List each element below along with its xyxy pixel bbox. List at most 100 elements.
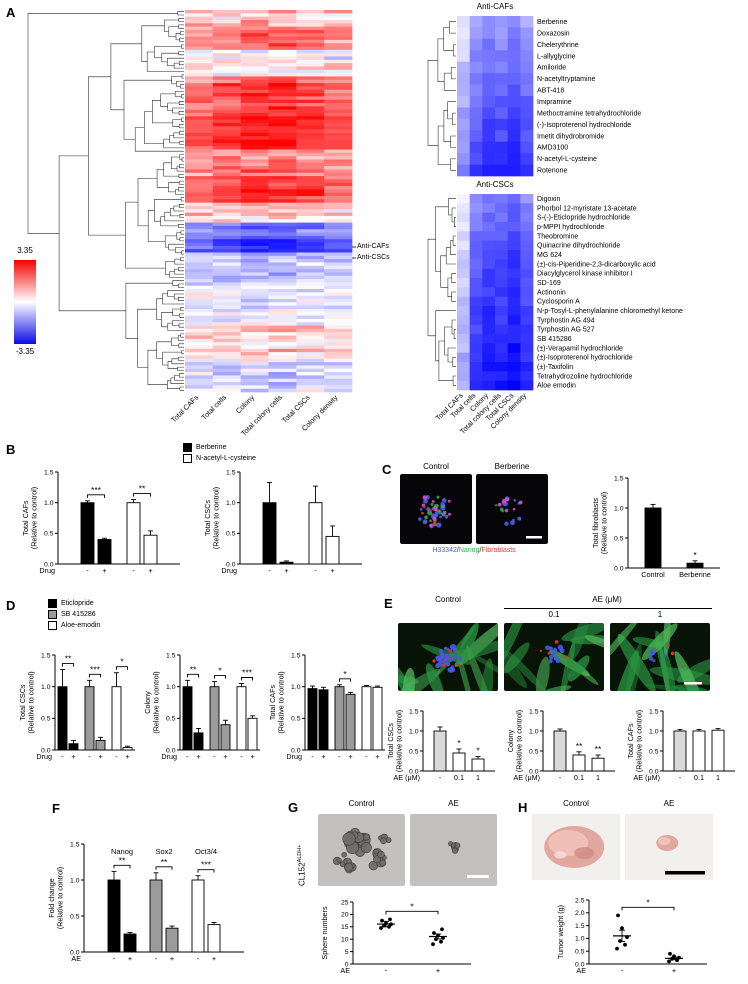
svg-text:+: + bbox=[321, 752, 325, 761]
scale-bar bbox=[467, 875, 489, 878]
caption-nanog: Nanog bbox=[458, 547, 480, 554]
anti-cafs-dendrogram bbox=[427, 21, 456, 171]
svg-text:0.0: 0.0 bbox=[291, 747, 301, 754]
svg-text:N-acetyltryptamine: N-acetyltryptamine bbox=[537, 76, 595, 83]
svg-text:Drug: Drug bbox=[39, 566, 55, 575]
svg-text:+: + bbox=[196, 752, 200, 761]
chart-e3: 0.0 0.5 1.0 1.5 Total CAFs (Relative to contr… bbox=[626, 708, 735, 782]
svg-text:(Relative to control): (Relative to control) bbox=[30, 487, 39, 549]
svg-text:-: - bbox=[559, 773, 562, 782]
svg-text:Berberine: Berberine bbox=[679, 570, 711, 579]
svg-text:MG 624: MG 624 bbox=[537, 252, 562, 259]
svg-text:1: 1 bbox=[596, 773, 600, 782]
svg-text:-: - bbox=[311, 752, 314, 761]
svg-text:SD-169: SD-169 bbox=[537, 280, 561, 287]
svg-text:Imipramine: Imipramine bbox=[537, 99, 572, 106]
e-header-control: Control bbox=[435, 595, 461, 604]
svg-text:0.5: 0.5 bbox=[409, 748, 419, 755]
svg-text:+: + bbox=[125, 752, 129, 761]
svg-text:*: * bbox=[410, 901, 414, 911]
svg-text:Total CAFs: Total CAFs bbox=[169, 393, 201, 425]
svg-text:+: + bbox=[223, 752, 227, 761]
svg-text:1.5: 1.5 bbox=[41, 652, 51, 659]
svg-text:1.5: 1.5 bbox=[291, 652, 301, 659]
svg-text:20: 20 bbox=[341, 912, 349, 919]
anti-cscs-title: Anti-CSCs bbox=[476, 180, 514, 189]
g-row-label: CL152ALDH+ bbox=[297, 845, 307, 886]
legend-item: Aloe-emodin bbox=[48, 621, 100, 630]
svg-text:1: 1 bbox=[476, 773, 480, 782]
svg-text:**: ** bbox=[139, 484, 146, 494]
legend-label-berberine: Berberine bbox=[196, 444, 227, 451]
legend-swatch-eticlopride bbox=[48, 599, 57, 608]
svg-text:**: ** bbox=[190, 664, 197, 674]
anti-cscs-dendrogram bbox=[427, 198, 456, 386]
svg-text:-: - bbox=[186, 752, 189, 761]
h-image-control bbox=[532, 814, 620, 880]
anti-cafs-heatmap bbox=[457, 16, 534, 177]
g-row-label-base: CL152 bbox=[297, 862, 307, 886]
svg-text:(Relative to control): (Relative to control) bbox=[635, 710, 644, 772]
g-image-ae bbox=[410, 814, 497, 886]
legend-label-aloe-emodin: Aloe-emodin bbox=[61, 622, 101, 629]
svg-text:1: 1 bbox=[716, 773, 720, 782]
svg-text:Rotenone: Rotenone bbox=[537, 168, 567, 175]
c-image-control bbox=[400, 474, 472, 544]
svg-text:2.5: 2.5 bbox=[575, 897, 585, 904]
legend-item: SB 415286 bbox=[48, 610, 100, 619]
h-image-title-control: Control bbox=[563, 799, 589, 808]
panel-c-canvas: 0.0 0.5 1.0 1.5 Total fibroblasts (Relative t… bbox=[400, 474, 720, 579]
svg-text:-: - bbox=[197, 954, 200, 963]
g-image-control bbox=[318, 814, 405, 886]
svg-text:Cyclosporin A: Cyclosporin A bbox=[537, 299, 580, 306]
svg-text:Amiloride: Amiloride bbox=[537, 65, 566, 72]
panel-label-d: D bbox=[6, 598, 16, 613]
svg-text:5: 5 bbox=[345, 949, 349, 956]
svg-text:+: + bbox=[71, 752, 75, 761]
svg-text:(Relative to control): (Relative to control) bbox=[277, 671, 286, 733]
c-image-title-berberine: Berberine bbox=[494, 462, 530, 471]
svg-text:0.0: 0.0 bbox=[614, 565, 624, 572]
legend-panel-b: Berberine N-acetyl-L-cysteine bbox=[183, 443, 256, 465]
svg-text:0.1: 0.1 bbox=[574, 773, 584, 782]
panel-f-canvas: 0.0 0.5 1.0 1.5 Fold change (Relative to cont… bbox=[47, 841, 244, 963]
svg-text:0.0: 0.0 bbox=[41, 747, 51, 754]
anti-cscs-row-labels: Digoxin Phorbol 12-myristate 13-acetate S-… bbox=[537, 196, 683, 390]
annotation-anti-cafs: Anti-CAFs bbox=[357, 243, 389, 250]
svg-text:+: + bbox=[212, 954, 216, 963]
svg-text:(Relative to control): (Relative to control) bbox=[515, 710, 524, 772]
e-image-ae-1 bbox=[610, 623, 710, 691]
legend-swatch-nac bbox=[183, 454, 192, 463]
svg-text:1.0: 1.0 bbox=[41, 684, 51, 691]
svg-text:AE: AE bbox=[71, 954, 81, 963]
g-image-title-ae: AE bbox=[448, 799, 459, 808]
chart-e2: 0.0 0.5 1.0 1.5 Colony (Relative to control) -… bbox=[506, 708, 615, 782]
svg-text:+: + bbox=[148, 566, 152, 575]
panel-label-h: H bbox=[518, 800, 528, 815]
anti-cafs-row-labels: Berberine Doxazosin Chelerythrine L-allygly… bbox=[537, 19, 641, 175]
svg-text:**: ** bbox=[576, 741, 583, 751]
svg-text:+: + bbox=[98, 752, 102, 761]
svg-text:+: + bbox=[128, 954, 132, 963]
svg-text:-: - bbox=[621, 966, 624, 975]
legend-item: N-acetyl-L-cysteine bbox=[183, 454, 256, 463]
svg-text:Fold change: Fold change bbox=[47, 878, 56, 918]
svg-text:+: + bbox=[284, 566, 288, 575]
svg-text:*: * bbox=[476, 746, 480, 756]
colorbar-min-label: -3.35 bbox=[15, 347, 35, 356]
svg-text:Total CSCs: Total CSCs bbox=[386, 723, 395, 759]
g-row-label-sup: ALDH+ bbox=[297, 844, 303, 863]
svg-text:(±)-cis-Piperidine-2,3-dicarbo: (±)-cis-Piperidine-2,3-dicarboxylic acid bbox=[537, 261, 656, 268]
scale-bar bbox=[526, 536, 542, 539]
svg-text:0.0: 0.0 bbox=[649, 768, 659, 775]
svg-text:-: - bbox=[365, 752, 368, 761]
svg-text:N-acetyl-L-cysteine: N-acetyl-L-cysteine bbox=[537, 156, 597, 163]
svg-text:N-p-Tosyl-L-phenylalanine chlo: N-p-Tosyl-L-phenylalanine chloromethyl k… bbox=[537, 308, 683, 315]
svg-text:(Relative to control): (Relative to control) bbox=[600, 492, 609, 554]
svg-text:(±)-Isoproterenol hydrochlorid: (±)-Isoproterenol hydrochloride bbox=[537, 355, 633, 362]
svg-text:Quinacrine dihydrochloride: Quinacrine dihydrochloride bbox=[537, 243, 620, 250]
